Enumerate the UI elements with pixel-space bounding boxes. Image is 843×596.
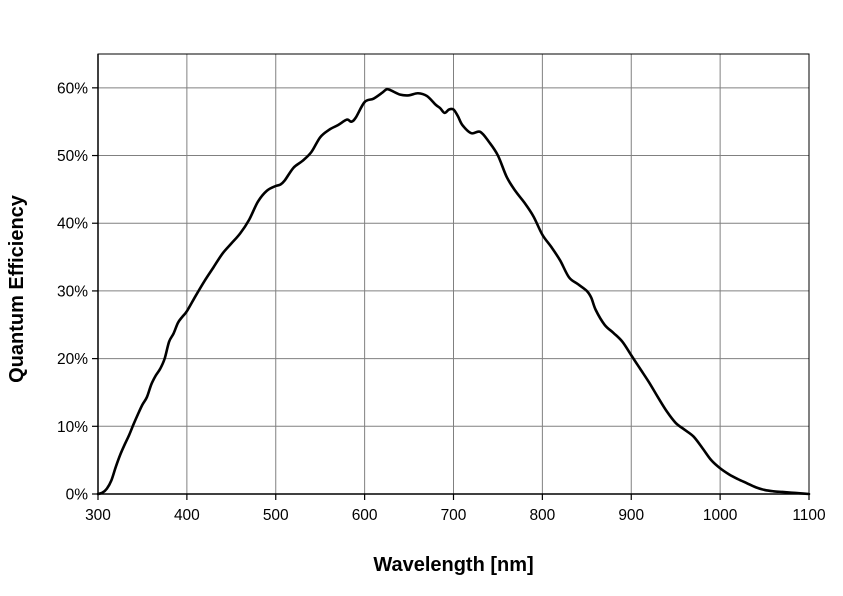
y-tick-label: 50% xyxy=(57,148,88,165)
y-tick-label: 60% xyxy=(57,80,88,97)
y-tick-label: 10% xyxy=(57,419,88,436)
x-tick-label: 1100 xyxy=(792,507,826,524)
y-tick-labels: 0% 10% 20% 30% 40% 50% 60% xyxy=(57,80,88,503)
x-tick-labels: 300 400 500 600 700 800 900 1000 1100 xyxy=(85,507,826,524)
y-tick-label: 40% xyxy=(57,216,88,233)
x-tick-label: 900 xyxy=(618,507,644,524)
y-axis-title: Quantum Efficiency xyxy=(6,194,28,383)
x-tick-label: 700 xyxy=(441,507,467,524)
axes xyxy=(92,54,810,500)
x-tick-label: 500 xyxy=(263,507,289,524)
x-axis-title: Wavelength [nm] xyxy=(373,554,533,576)
x-tick-label: 300 xyxy=(85,507,111,524)
x-tick-label: 800 xyxy=(529,507,555,524)
x-tick-label: 400 xyxy=(174,507,200,524)
qe-series-line xyxy=(96,87,811,496)
y-tick-label: 20% xyxy=(57,351,88,368)
y-tick-label: 30% xyxy=(57,283,88,300)
y-tick-label: 0% xyxy=(66,487,89,504)
x-tick-label: 600 xyxy=(352,507,378,524)
x-tick-label: 1000 xyxy=(703,507,738,524)
